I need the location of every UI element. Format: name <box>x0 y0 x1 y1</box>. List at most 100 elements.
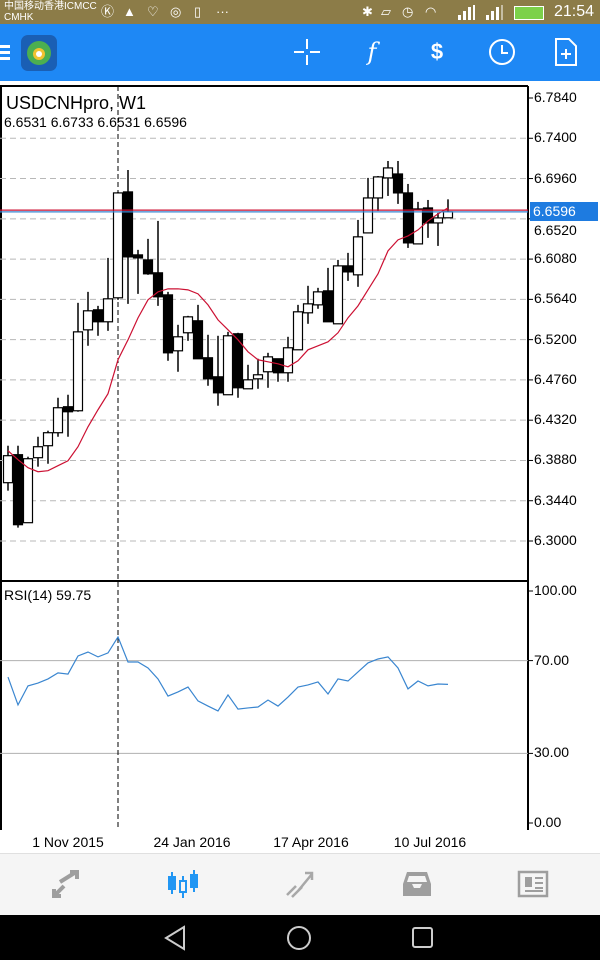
candle-bull <box>432 217 444 224</box>
date-label: 17 Apr 2016 <box>273 834 349 850</box>
candle-bear <box>152 272 164 298</box>
current-price-tag: 6.6596 <box>530 201 598 221</box>
vibrate-icon: ▱ <box>381 4 391 19</box>
bluetooth-icon: ✱ <box>362 4 373 19</box>
nav-trade-icon[interactable] <box>280 866 320 902</box>
price-label: 6.4760 <box>534 370 577 387</box>
candle-bull <box>112 192 124 299</box>
rsi-label: 0.00 <box>534 814 562 830</box>
candle-bull <box>292 311 304 351</box>
timeframe-clock-icon[interactable] <box>484 34 520 70</box>
candle-bull <box>2 455 14 484</box>
date-label: 10 Jul 2016 <box>393 834 467 850</box>
candle-bear <box>92 309 104 323</box>
clock: 21:54 <box>553 3 594 20</box>
candle-bear <box>392 173 404 194</box>
candle-bear <box>232 333 244 389</box>
price-label: 6.6520 <box>534 221 577 238</box>
warning-icon: ▲ <box>123 4 136 19</box>
price-label: 6.7400 <box>534 129 577 146</box>
candle-bull <box>32 446 44 459</box>
k-app-icon: Ⓚ <box>101 4 115 19</box>
price-label: 6.5640 <box>534 290 577 307</box>
carrier-line2: CMHK <box>4 12 34 23</box>
carrier-name: 中国移动香港ICMCC CMHK <box>4 1 97 23</box>
candle-bear <box>122 191 134 258</box>
rsi-label: 30.00 <box>534 744 570 761</box>
candle-bear <box>142 259 154 275</box>
price-label: 6.3000 <box>534 532 577 548</box>
signal-2-icon <box>486 5 503 20</box>
bottom-navigation <box>0 853 600 915</box>
candle-bear <box>422 207 434 224</box>
candle-bull <box>262 356 274 373</box>
candle-bear <box>62 406 74 413</box>
candle-bear <box>212 376 224 394</box>
candle-bear <box>272 358 284 374</box>
candle-bull <box>42 432 54 447</box>
candle-bull <box>252 374 264 380</box>
nav-chart-icon[interactable] <box>163 866 203 902</box>
candle-bull <box>52 407 64 434</box>
wifi-icon: ◠ <box>425 4 437 19</box>
price-label: 6.7840 <box>534 89 577 105</box>
price-label: 6.3440 <box>534 491 577 508</box>
candle-bear <box>162 294 174 354</box>
candle-bear <box>322 290 334 323</box>
price-label: 6.5200 <box>534 330 577 347</box>
candle-bear <box>132 254 144 259</box>
candle-bull <box>382 167 394 179</box>
nav-news-icon[interactable] <box>513 866 553 902</box>
chart-canvas[interactable] <box>0 80 600 853</box>
price-label: 6.4320 <box>534 411 577 428</box>
weibo-icon: ◎ <box>170 4 182 19</box>
moving-average-line <box>7 207 449 473</box>
battery-icon <box>514 6 544 20</box>
more-notifications-icon: ··· <box>216 4 229 19</box>
battery-saver-icon: ▯ <box>194 4 202 19</box>
candle-bear <box>12 454 24 526</box>
date-label: 24 Jan 2016 <box>153 834 231 850</box>
date-label: 1 Nov 2015 <box>32 834 104 850</box>
app-logo[interactable] <box>21 35 57 71</box>
candle-bear <box>402 192 414 244</box>
rsi-label: 100.00 <box>534 582 577 598</box>
trade-icon[interactable]: $ <box>419 34 455 70</box>
rsi-label: 70.00 <box>534 651 570 668</box>
candle-bull <box>332 265 344 325</box>
candle-bull <box>222 335 234 396</box>
candle-bull <box>82 310 94 331</box>
back-icon[interactable] <box>162 924 188 952</box>
candle-bull <box>352 236 364 276</box>
carrier-line1: 中国移动香港ICMCC <box>4 1 97 12</box>
indicators-icon[interactable]: f <box>367 38 377 66</box>
candle-bull <box>102 298 114 323</box>
candle-bull <box>362 197 374 234</box>
candle-bull <box>172 336 184 352</box>
candle-bull <box>72 331 84 412</box>
alarm-icon: ◷ <box>402 4 414 19</box>
menu-icon[interactable] <box>0 34 16 70</box>
candle-bull <box>312 291 324 306</box>
home-icon[interactable] <box>285 924 313 952</box>
candle-bear <box>342 265 354 273</box>
symbol-title: USDCNHpro, W1 <box>6 93 147 113</box>
price-label: 6.6080 <box>534 250 577 267</box>
new-order-icon[interactable] <box>548 34 584 70</box>
candle-bull <box>182 316 194 334</box>
candle-bull <box>22 458 34 524</box>
candle-bear <box>202 357 214 380</box>
price-label: 6.6960 <box>534 169 577 186</box>
android-navigation-bar <box>0 915 600 960</box>
nav-history-icon[interactable] <box>397 866 437 902</box>
rsi-line <box>7 635 449 712</box>
crosshair-icon[interactable] <box>289 34 325 70</box>
ohlc-values: 6.6531 6.6733 6.6531 6.6596 <box>4 114 187 130</box>
candle-bull <box>242 379 254 390</box>
recents-icon[interactable] <box>410 924 436 952</box>
candle-bull <box>302 303 314 314</box>
signal-icon <box>458 5 475 20</box>
rsi-title: RSI(14) 59.75 <box>4 587 92 603</box>
nav-quotes-icon[interactable] <box>46 866 86 902</box>
price-label: 6.3880 <box>534 451 577 468</box>
